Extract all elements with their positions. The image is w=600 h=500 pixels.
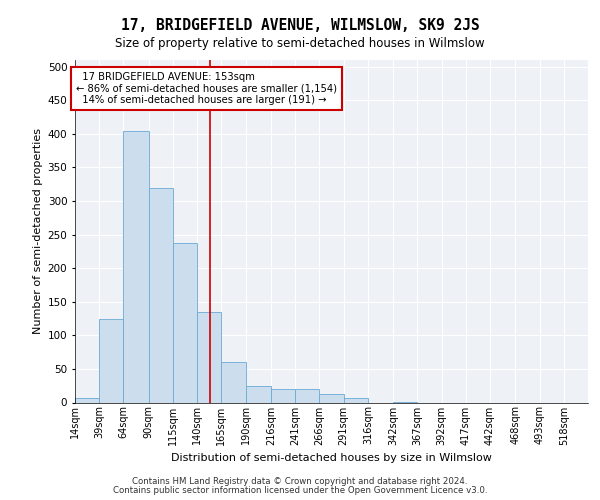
- Bar: [99, 319, 124, 402]
- Text: Size of property relative to semi-detached houses in Wilmslow: Size of property relative to semi-detach…: [115, 38, 485, 51]
- Bar: [124, 131, 149, 402]
- X-axis label: Distribution of semi-detached houses by size in Wilmslow: Distribution of semi-detached houses by …: [171, 453, 492, 463]
- Bar: [245, 386, 271, 402]
- Text: 17, BRIDGEFIELD AVENUE, WILMSLOW, SK9 2JS: 17, BRIDGEFIELD AVENUE, WILMSLOW, SK9 2J…: [121, 18, 479, 32]
- Bar: [221, 362, 245, 403]
- Bar: [197, 312, 221, 402]
- Bar: [344, 398, 368, 402]
- Bar: [149, 188, 173, 402]
- Text: Contains HM Land Registry data © Crown copyright and database right 2024.: Contains HM Land Registry data © Crown c…: [132, 477, 468, 486]
- Bar: [271, 389, 295, 402]
- Bar: [295, 389, 319, 402]
- Text: 17 BRIDGEFIELD AVENUE: 153sqm
← 86% of semi-detached houses are smaller (1,154)
: 17 BRIDGEFIELD AVENUE: 153sqm ← 86% of s…: [76, 72, 337, 106]
- Text: Contains public sector information licensed under the Open Government Licence v3: Contains public sector information licen…: [113, 486, 487, 495]
- Bar: [173, 244, 197, 402]
- Bar: [75, 398, 99, 402]
- Bar: [319, 394, 344, 402]
- Y-axis label: Number of semi-detached properties: Number of semi-detached properties: [34, 128, 43, 334]
